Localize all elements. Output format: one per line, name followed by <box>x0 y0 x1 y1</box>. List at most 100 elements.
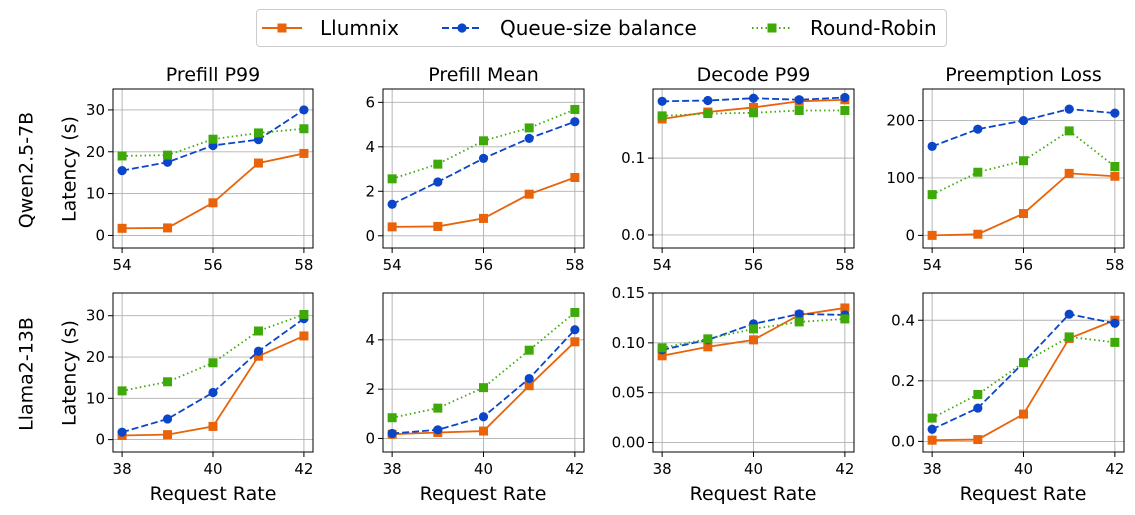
point-7-1-0 <box>927 424 937 434</box>
ytick-label-0-3: 30 <box>86 101 105 119</box>
legend-label-0: Llumnix <box>320 16 399 40</box>
point-3-2-4 <box>1110 161 1120 171</box>
point-4-0-2 <box>208 421 218 431</box>
xtick-label-4-2: 42 <box>294 460 313 478</box>
xtick-label-2-0: 54 <box>653 256 672 274</box>
xtick-label-4-0: 38 <box>113 460 132 478</box>
point-0-1-1 <box>162 157 173 167</box>
point-1-0-0 <box>387 222 397 232</box>
point-1-1-2 <box>478 153 489 163</box>
point-5-1-3 <box>524 373 534 384</box>
x-axis-label-1: Request Rate <box>420 483 547 505</box>
xtick-label-6-2: 42 <box>835 460 854 478</box>
point-0-2-4 <box>299 124 309 134</box>
ytick-label-1-0: 0 <box>365 227 375 245</box>
point-4-0-4 <box>299 331 309 341</box>
x-axis-label-3: Request Rate <box>960 483 1087 505</box>
point-7-0-2 <box>1019 409 1028 419</box>
point-3-1-3 <box>1064 104 1074 114</box>
point-7-2-3 <box>1064 332 1074 342</box>
point-2-2-4 <box>840 106 850 116</box>
ytick-label-0-1: 10 <box>86 185 105 203</box>
ytick-label-0-0: 0 <box>95 226 105 244</box>
point-3-0-1 <box>973 229 983 239</box>
row-label-0: Qwen2.5-7B <box>16 112 38 228</box>
point-2-1-1 <box>703 95 713 106</box>
point-6-2-4 <box>840 314 850 324</box>
point-5-2-4 <box>570 307 580 317</box>
ytick-label-4-2: 20 <box>86 348 105 366</box>
point-4-1-0 <box>117 427 127 437</box>
point-2-1-2 <box>748 93 759 103</box>
point-0-1-0 <box>117 165 127 176</box>
point-1-0-1 <box>433 221 443 231</box>
ytick-label-2-0: 0.0 <box>621 226 645 244</box>
xtick-label-6-0: 38 <box>653 460 672 478</box>
point-5-1-4 <box>570 325 580 335</box>
point-5-0-4 <box>570 337 580 347</box>
point-6-0-4 <box>840 303 850 313</box>
point-7-2-1 <box>973 389 983 399</box>
ytick-label-6-1: 0.05 <box>612 384 645 402</box>
ytick-label-4-3: 30 <box>86 307 105 325</box>
point-1-0-4 <box>570 173 580 183</box>
point-7-1-1 <box>973 403 983 413</box>
point-7-2-2 <box>1019 358 1028 368</box>
xtick-label-6-1: 40 <box>744 460 763 478</box>
point-7-1-4 <box>1110 318 1120 328</box>
point-5-2-0 <box>387 413 397 423</box>
point-5-1-1 <box>433 425 443 435</box>
point-0-0-0 <box>117 223 127 233</box>
point-3-1-0 <box>927 141 937 152</box>
point-3-1-2 <box>1018 115 1029 126</box>
xtick-label-5-1: 40 <box>474 460 493 478</box>
point-0-2-3 <box>253 128 263 138</box>
point-7-0-0 <box>927 435 937 445</box>
ytick-label-7-0: 0.0 <box>891 432 915 450</box>
xtick-label-7-1: 40 <box>1014 460 1033 478</box>
point-1-1-3 <box>524 133 534 143</box>
point-2-2-0 <box>657 111 667 121</box>
point-4-2-0 <box>117 386 127 396</box>
point-3-2-3 <box>1064 126 1074 136</box>
point-0-0-1 <box>163 223 173 233</box>
y-axis-label-row-0: Latency (s) <box>59 116 81 222</box>
point-2-2-2 <box>749 108 758 118</box>
ytick-label-4-0: 0 <box>95 431 105 449</box>
xtick-label-0-1: 56 <box>203 256 222 274</box>
point-1-0-3 <box>524 189 534 199</box>
point-7-0-1 <box>973 435 983 445</box>
point-4-1-3 <box>253 346 264 356</box>
panel-title-3: Preemption Loss <box>945 64 1102 86</box>
legend-label-2: Round-Robin <box>810 16 937 40</box>
point-6-2-1 <box>703 334 713 344</box>
point-5-1-0 <box>387 428 397 439</box>
point-2-1-4 <box>840 92 850 103</box>
point-3-1-1 <box>973 124 983 134</box>
point-4-0-3 <box>253 351 263 361</box>
point-1-2-0 <box>387 174 397 184</box>
point-3-2-2 <box>1019 156 1028 166</box>
point-2-2-1 <box>703 109 713 119</box>
point-0-0-4 <box>299 148 309 158</box>
ytick-label-3-1: 100 <box>886 169 915 187</box>
point-0-2-1 <box>163 150 173 160</box>
xtick-label-0-0: 54 <box>113 256 132 274</box>
point-1-0-2 <box>479 213 488 223</box>
point-6-2-0 <box>657 343 667 353</box>
point-5-2-3 <box>524 345 534 355</box>
point-4-1-1 <box>162 414 173 424</box>
point-5-0-3 <box>524 381 534 391</box>
x-axis-label-0: Request Rate <box>150 483 277 505</box>
y-axis-label-row-1: Latency (s) <box>59 320 81 426</box>
point-4-0-1 <box>163 430 173 440</box>
ytick-label-3-2: 200 <box>886 112 915 130</box>
point-0-2-2 <box>208 134 218 144</box>
xtick-label-4-1: 40 <box>203 460 222 478</box>
point-3-2-1 <box>973 167 983 177</box>
ytick-label-4-1: 10 <box>86 389 105 407</box>
point-5-2-2 <box>479 383 488 393</box>
point-3-0-4 <box>1110 171 1120 181</box>
point-0-1-4 <box>299 105 309 115</box>
